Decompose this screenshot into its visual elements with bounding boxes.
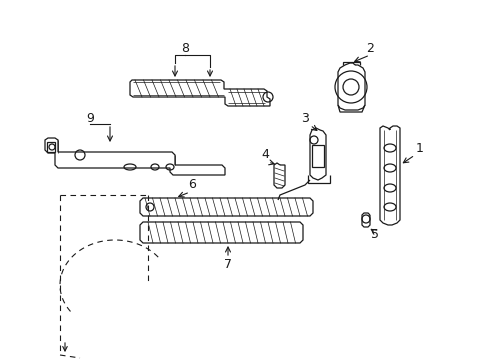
Bar <box>47 142 55 152</box>
Text: 9: 9 <box>86 112 94 125</box>
Bar <box>311 145 324 167</box>
Text: 1: 1 <box>415 141 423 154</box>
Text: 6: 6 <box>188 179 196 192</box>
Text: 7: 7 <box>224 258 231 271</box>
Text: 2: 2 <box>366 41 373 54</box>
Text: 3: 3 <box>301 112 308 125</box>
Text: 8: 8 <box>181 41 189 54</box>
Text: 5: 5 <box>370 229 378 242</box>
Text: 4: 4 <box>261 148 268 162</box>
